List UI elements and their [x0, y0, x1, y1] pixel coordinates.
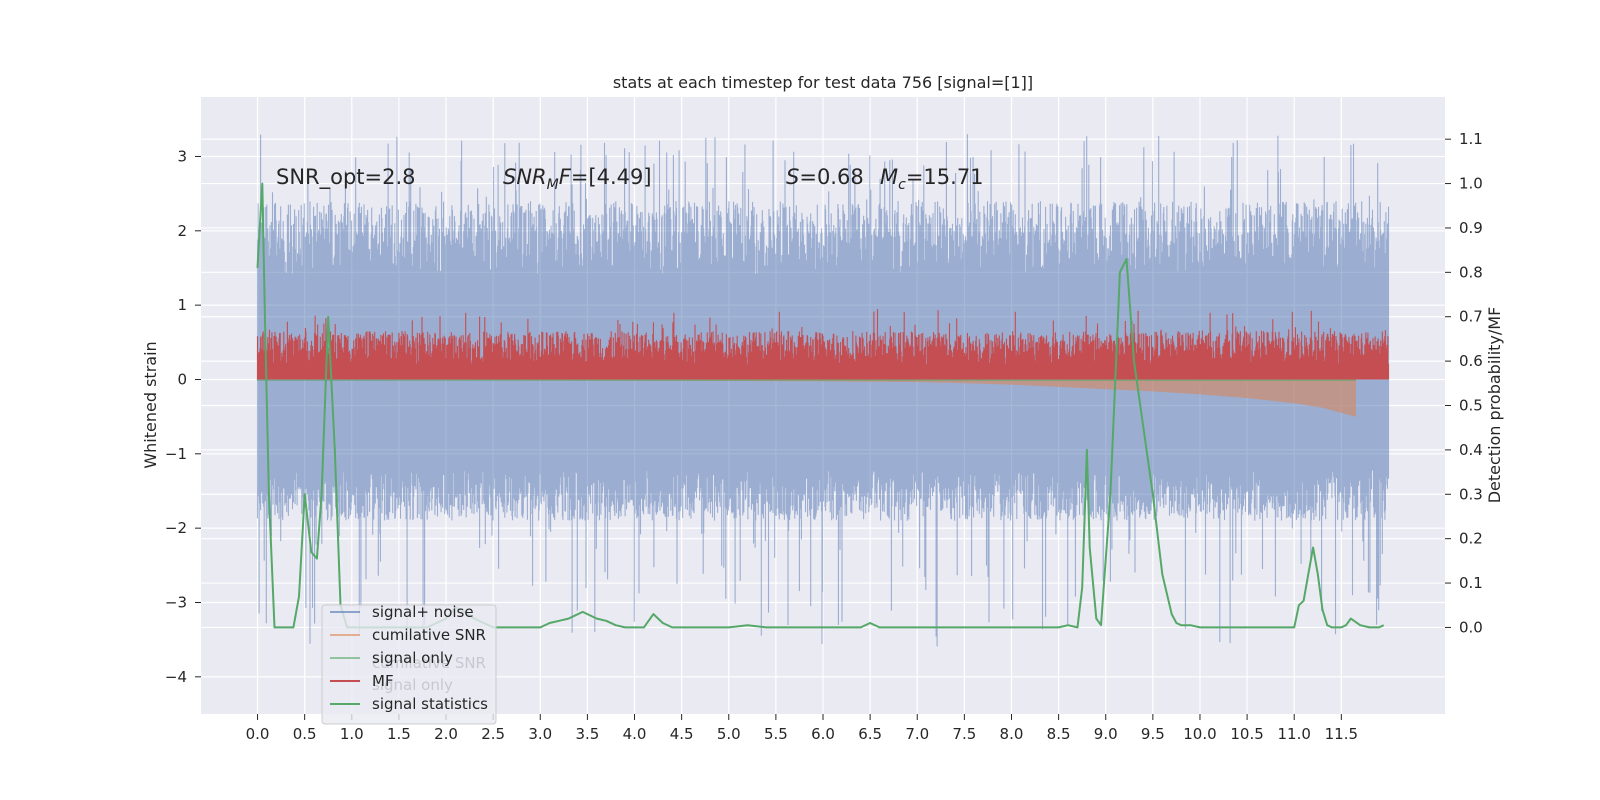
y-axis-ticks: 3 2 1 0 −1 −2 −3 −4: [165, 147, 201, 686]
y2-tick-label: 0.0: [1459, 618, 1483, 636]
legend-frame: [321, 604, 497, 725]
x-tick-label: 2.0: [434, 725, 458, 743]
legend-label: signal statistics: [372, 695, 488, 713]
snr-mf-f: F: [559, 165, 572, 189]
mf-series: [256, 309, 1390, 380]
annotation-mc: Mc=15.71: [880, 165, 984, 193]
y2-tick-label: 0.4: [1459, 441, 1483, 459]
x-tick-label: 10.5: [1230, 725, 1263, 743]
x-tick-label: 3.5: [575, 725, 599, 743]
annotation-snr-mf: SNRMF=[4.49]: [503, 165, 652, 193]
x-tick-label: 5.5: [764, 725, 788, 743]
x-tick-label: 7.0: [905, 725, 929, 743]
y-tick-label: −4: [165, 668, 187, 686]
y2-tick-label: 1.0: [1459, 175, 1483, 193]
x-tick-label: 5.0: [717, 725, 741, 743]
x-tick-label: 6.0: [811, 725, 835, 743]
y2-tick-label: 0.1: [1459, 574, 1483, 592]
y-tick-label: −2: [165, 519, 187, 537]
y-axis-label: Whitened strain: [141, 341, 160, 468]
x-tick-label: 7.5: [952, 725, 976, 743]
mc-value: =15.71: [906, 165, 984, 189]
s-label: S: [786, 165, 799, 189]
s-value: =0.68: [799, 165, 863, 189]
y2-tick-label: 0.6: [1459, 352, 1483, 370]
x-tick-label: 2.5: [481, 725, 505, 743]
x-axis-ticks: 0.0 0.5 1.0 1.5 2.0 2.5 3.0 3.5 4.0 4.5 5.0 5.5 6.0 6…: [246, 714, 1358, 743]
mf-trace: [256, 309, 1390, 380]
snr-mf-subscript: M: [547, 177, 559, 193]
legend-label: cumilative SNR: [372, 626, 486, 644]
x-tick-label: 11.0: [1278, 725, 1311, 743]
x-tick-label: 0.0: [246, 725, 270, 743]
x-tick-label: 0.5: [293, 725, 317, 743]
legend-label: signal only: [372, 649, 453, 667]
mc-label: M: [880, 165, 898, 189]
x-tick-label: 6.5: [858, 725, 882, 743]
x-tick-label: 1.0: [340, 725, 364, 743]
annotation-snr-opt: SNR_opt=2.8: [276, 165, 416, 190]
annotation-s: S=0.68: [786, 165, 864, 189]
y2-tick-label: 0.7: [1459, 308, 1483, 326]
legend-ghost-label: signal only: [372, 676, 453, 694]
y2-tick-label: 0.9: [1459, 219, 1483, 237]
y2-axis-ticks: 1.1 1.0 0.9 0.8 0.7 0.6 0.5 0.4 0.3 0.2 0.1 0.0: [1445, 130, 1483, 636]
snr-mf-value: =[4.49]: [571, 165, 652, 189]
snr-mf-label: SNR: [503, 165, 547, 189]
chart-title: stats at each timestep for test data 756…: [613, 73, 1033, 92]
x-tick-label: 4.0: [623, 725, 647, 743]
x-tick-label: 8.0: [1000, 725, 1024, 743]
x-tick-label: 10.0: [1183, 725, 1216, 743]
x-tick-label: 9.0: [1094, 725, 1118, 743]
x-tick-label: 8.5: [1047, 725, 1071, 743]
y2-tick-label: 0.3: [1459, 485, 1483, 503]
x-tick-label: 4.5: [670, 725, 694, 743]
y2-tick-label: 0.2: [1459, 530, 1483, 548]
legend-ghost-label: cumilative SNR: [372, 654, 486, 672]
x-tick-label: 1.5: [387, 725, 411, 743]
mc-subscript: c: [898, 177, 906, 193]
y-tick-label: 2: [177, 222, 187, 240]
legend-label: MF: [372, 672, 394, 690]
x-tick-label: 9.5: [1141, 725, 1165, 743]
y-tick-label: 1: [177, 296, 187, 314]
y2-axis-label: Detection probability/MF: [1485, 307, 1504, 504]
y2-tick-label: 0.8: [1459, 263, 1483, 281]
y2-tick-label: 1.1: [1459, 130, 1483, 148]
legend-label: signal+ noise: [372, 603, 474, 621]
x-tick-label: 11.5: [1325, 725, 1358, 743]
x-tick-label: 3.0: [528, 725, 552, 743]
y2-tick-label: 0.5: [1459, 397, 1483, 415]
y-tick-label: 3: [177, 147, 187, 165]
y-tick-label: 0: [177, 370, 187, 388]
y-tick-label: −3: [165, 593, 187, 611]
y-tick-label: −1: [165, 445, 187, 463]
